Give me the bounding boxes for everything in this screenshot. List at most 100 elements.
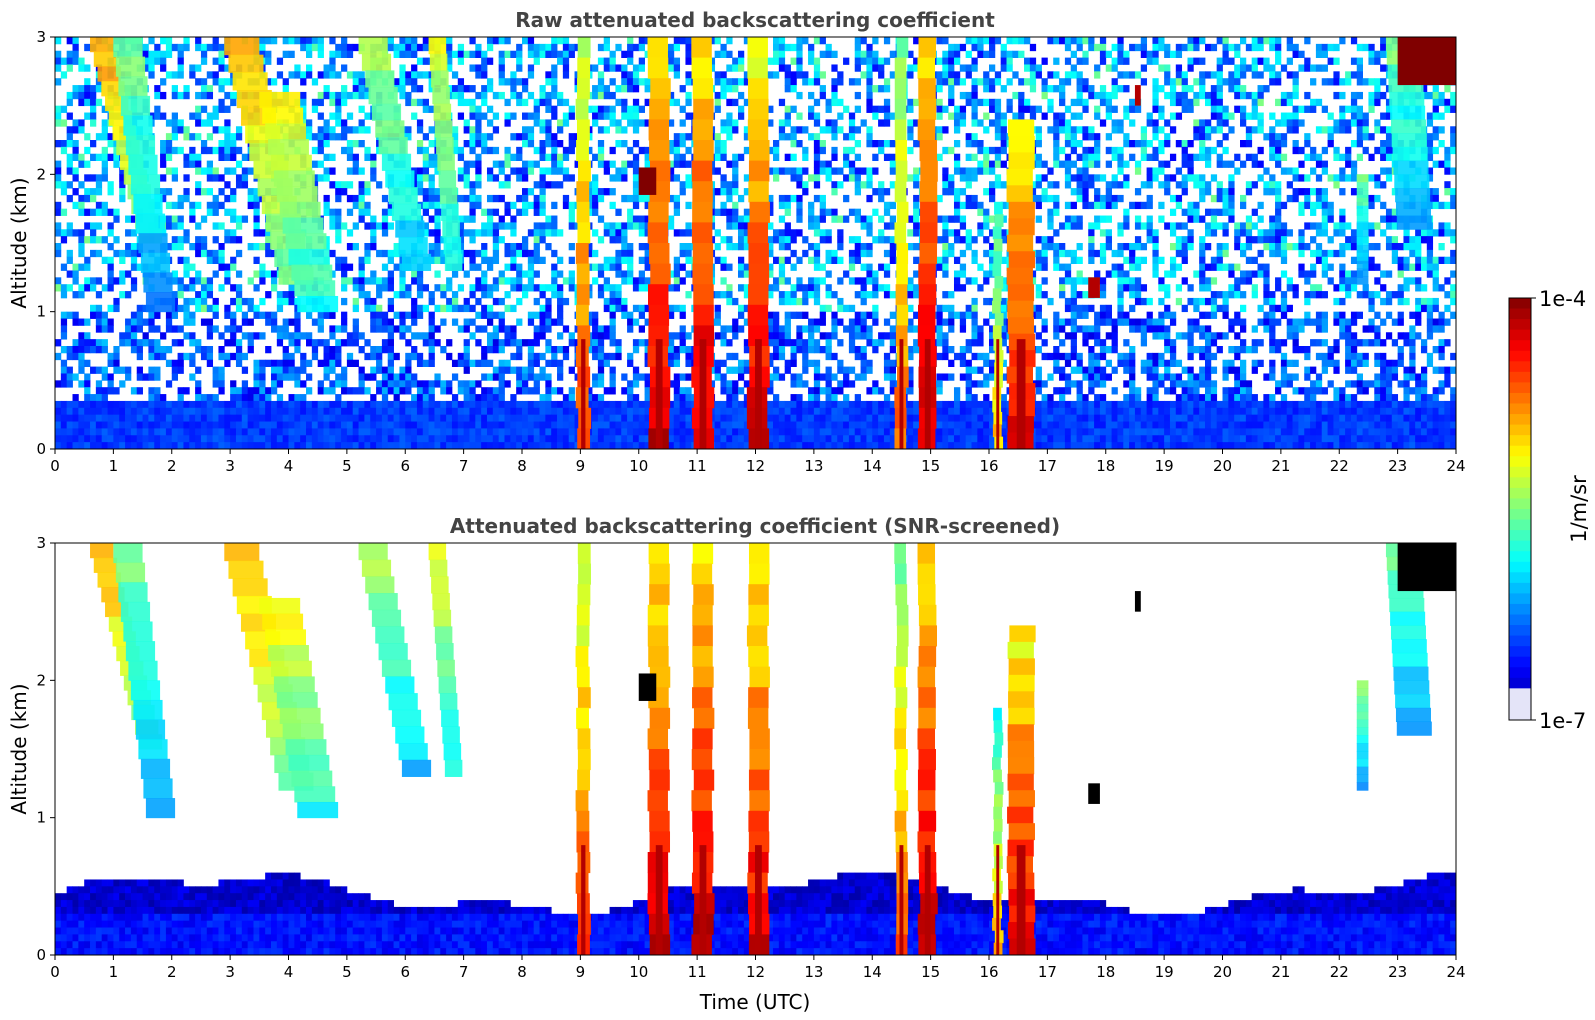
heatmap-cell [545,91,552,100]
heatmap-cell [1140,318,1148,326]
heatmap-cell [60,208,68,216]
heatmap-cell [1152,270,1159,278]
heatmap-cell [218,243,225,251]
heatmap-cell [825,284,832,292]
heatmap-cell [84,318,91,326]
heatmap-cell [1222,291,1229,299]
heatmap-cell [1304,174,1311,182]
heatmap-cell [1199,243,1206,251]
heatmap-cell [1391,243,1399,251]
heatmap-cell [78,160,85,168]
heatmap-cell [317,37,324,45]
heatmap-cell [743,208,751,216]
heatmap-cell [1240,249,1247,258]
heatmap-cell [597,284,605,292]
heatmap-cell [1129,119,1136,127]
heatmap-cell [195,304,202,313]
heatmap-cell [1333,181,1340,189]
heatmap-cell [212,201,219,210]
heatmap-cell [638,277,645,285]
heatmap-cell [767,222,774,230]
heatmap-cell [1204,222,1212,230]
heatmap-cell [667,57,675,65]
heatmap-cell [393,249,400,258]
heatmap-cell [1426,256,1434,264]
heatmap-cell [1356,153,1363,161]
heatmap-cell [230,140,237,148]
heatmap-cell [551,50,558,58]
heatmap-cell [165,37,173,45]
heatmap-cell [212,37,219,45]
heatmap-cell [638,270,645,278]
heatmap-cell [1169,50,1177,58]
heatmap-cell [883,284,891,292]
heatmap-cell [615,297,622,306]
heatmap-cell [1070,126,1077,134]
heatmap-cell [119,277,126,285]
heatmap-cell [948,85,955,93]
heatmap-cell [469,229,476,237]
heatmap-cell [551,291,558,299]
heatmap-cell [679,37,686,45]
heatmap-cell [586,181,593,189]
heatmap-cell [737,112,745,120]
heatmap-cell [831,119,838,127]
heatmap-cell [510,263,517,271]
heatmap-cell [1222,249,1229,258]
heatmap-cell [498,78,505,86]
heatmap-cell [854,140,861,148]
heatmap-cell [1129,277,1136,285]
heatmap-cell [1391,236,1399,244]
heatmap-cell [1356,126,1363,134]
heatmap-cell [1368,304,1375,313]
heatmap-cell [171,222,178,230]
heatmap-cell [1070,284,1077,292]
heatmap-cell [673,284,681,292]
heatmap-cell [737,105,745,113]
heatmap-cell [1444,201,1451,210]
heatmap-cell [848,304,856,313]
heatmap-cell [1099,91,1107,100]
heatmap-cell [667,215,675,223]
heatmap-cell [907,133,914,141]
heatmap-cell [1082,311,1089,319]
heatmap-cell [1094,249,1101,258]
heatmap-cell [510,50,517,58]
heatmap-cell [1391,256,1399,264]
heatmap-cell [119,167,126,175]
heatmap-cell [95,249,103,258]
heatmap-cell [492,222,500,230]
heatmap-cell [1368,229,1375,237]
heatmap-cell [218,98,225,107]
heatmap-cell [142,318,149,326]
heatmap-cell [475,229,482,237]
heatmap-cell [1286,181,1293,189]
heatmap-cell [195,37,202,45]
heatmap-cell [913,311,920,319]
heatmap-cell [265,311,272,319]
heatmap-cell [189,263,196,271]
heatmap-cell [720,43,727,52]
heatmap-cell [154,57,161,65]
heatmap-cell [422,43,429,52]
heatmap-cell [685,146,692,155]
heatmap-cell [831,256,838,264]
heatmap-cell [1006,37,1013,45]
heatmap-cell [1105,243,1112,251]
heatmap-cell [527,270,535,278]
heatmap-cell [1222,133,1229,141]
heatmap-cell [527,160,535,168]
heatmap-cell [685,91,692,100]
heatmap-cell [1269,215,1276,223]
heatmap-cell [317,146,324,155]
heatmap-cell [825,126,832,134]
heatmap-cell [983,98,990,107]
heatmap-cell [1391,249,1399,258]
heatmap-cell [994,98,1002,107]
heatmap-cell [866,140,873,148]
heatmap-cell [1199,153,1206,161]
heatmap-cell [60,146,68,155]
heatmap-cell [1059,146,1066,155]
heatmap-cell [522,112,529,120]
heatmap-cell [989,50,996,58]
